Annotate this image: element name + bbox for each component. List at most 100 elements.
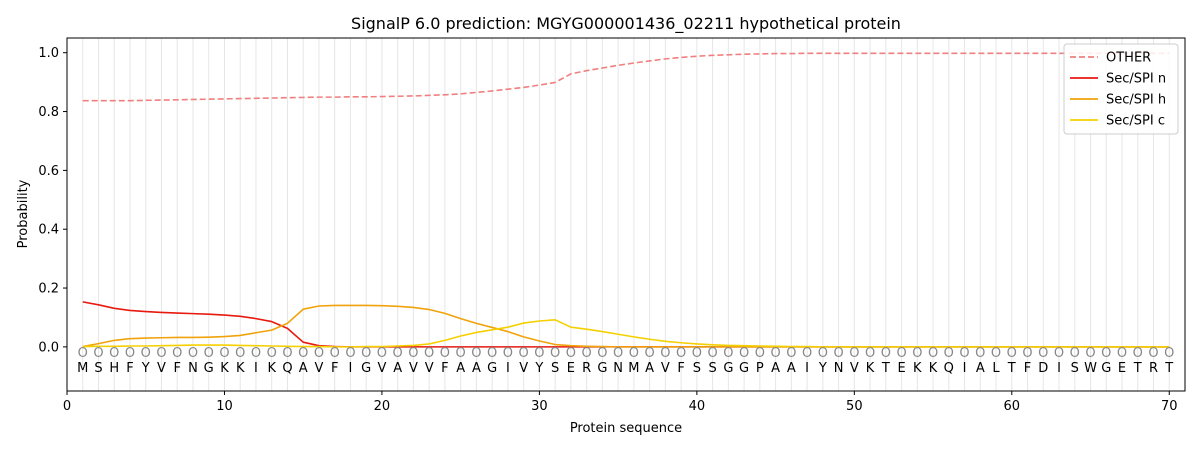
region-label: O xyxy=(597,346,607,361)
region-label: O xyxy=(141,346,151,361)
region-label: O xyxy=(361,346,371,361)
region-label: O xyxy=(865,346,875,361)
residue-label: V xyxy=(850,361,859,376)
region-label: O xyxy=(267,346,277,361)
chart-title: SignalP 6.0 prediction: MGYG000001436_02… xyxy=(351,14,901,34)
residue-label: S xyxy=(1071,361,1079,376)
region-label: O xyxy=(1148,346,1158,361)
residue-label: K xyxy=(220,361,229,376)
region-label: O xyxy=(487,346,497,361)
region-label: O xyxy=(912,346,922,361)
region-label: O xyxy=(109,346,119,361)
region-label: O xyxy=(1133,346,1143,361)
residue-label: K xyxy=(866,361,875,376)
residue-label: F xyxy=(677,361,684,376)
series-line-other xyxy=(82,52,1170,102)
region-label: O xyxy=(944,346,954,361)
residue-label: H xyxy=(109,361,119,376)
x-tick-label: 60 xyxy=(1004,399,1021,414)
region-label: O xyxy=(770,346,780,361)
residue-label: G xyxy=(361,361,371,376)
residue-label: N xyxy=(613,361,623,376)
residue-label: Y xyxy=(818,361,827,376)
residue-label: A xyxy=(472,361,481,376)
region-label: O xyxy=(723,346,733,361)
residue-label: A xyxy=(456,361,465,376)
residue-label: V xyxy=(519,361,528,376)
legend-label: Sec/SPI n xyxy=(1106,72,1166,87)
x-tick-label: 50 xyxy=(846,399,863,414)
region-label: O xyxy=(314,346,324,361)
grid-lines xyxy=(82,38,1170,391)
region-label: O xyxy=(1007,346,1017,361)
residue-label: F xyxy=(441,361,448,376)
residue-label: F xyxy=(1024,361,1031,376)
residue-label: A xyxy=(771,361,780,376)
region-label: O xyxy=(471,346,481,361)
region-label: O xyxy=(928,346,938,361)
x-tick-label: 20 xyxy=(374,399,391,414)
y-tick-label: 0.6 xyxy=(38,164,59,179)
x-tick-label: 10 xyxy=(216,399,233,414)
residue-label: S xyxy=(551,361,559,376)
residue-label: G xyxy=(1101,361,1111,376)
region-label: O xyxy=(991,346,1001,361)
residue-label: N xyxy=(834,361,844,376)
region-label: O xyxy=(1070,346,1080,361)
residue-label: I xyxy=(963,361,967,376)
sequence-labels: OMOSOHOFOYOVOFONOGOKOKOIOKOQOAOVOFOIOGOV… xyxy=(77,346,1174,376)
legend-label: Sec/SPI c xyxy=(1106,114,1165,129)
residue-label: K xyxy=(929,361,938,376)
residue-label: A xyxy=(299,361,308,376)
region-label: O xyxy=(1038,346,1048,361)
region-label: O xyxy=(1164,346,1174,361)
region-label: O xyxy=(896,346,906,361)
region-label: O xyxy=(1022,346,1032,361)
region-label: O xyxy=(204,346,214,361)
region-label: O xyxy=(78,346,88,361)
residue-label: Y xyxy=(141,361,150,376)
residue-label: G xyxy=(204,361,214,376)
residue-label: D xyxy=(1038,361,1048,376)
y-tick-label: 0.4 xyxy=(38,223,59,238)
residue-label: A xyxy=(645,361,654,376)
region-label: O xyxy=(550,346,560,361)
region-label: O xyxy=(849,346,859,361)
residue-label: G xyxy=(739,361,749,376)
residue-label: G xyxy=(487,361,497,376)
region-label: O xyxy=(975,346,985,361)
residue-label: R xyxy=(582,361,591,376)
region-label: O xyxy=(629,346,639,361)
residue-label: F xyxy=(126,361,133,376)
region-label: O xyxy=(818,346,828,361)
series-line-sec-spi-c xyxy=(82,319,1170,348)
region-label: O xyxy=(1085,346,1095,361)
residue-label: G xyxy=(597,361,607,376)
residue-label: I xyxy=(506,361,510,376)
residue-label: G xyxy=(723,361,733,376)
region-label: O xyxy=(833,346,843,361)
region-label: O xyxy=(645,346,655,361)
residue-label: I xyxy=(805,361,809,376)
x-tick-label: 40 xyxy=(689,399,706,414)
series-lines xyxy=(82,52,1170,348)
residue-label: K xyxy=(267,361,276,376)
region-label: O xyxy=(613,346,623,361)
residue-label: S xyxy=(693,361,701,376)
legend-box xyxy=(1063,43,1179,135)
region-label: O xyxy=(1054,346,1064,361)
residue-label: S xyxy=(94,361,102,376)
residue-label: A xyxy=(787,361,796,376)
residue-label: I xyxy=(254,361,258,376)
region-label: O xyxy=(251,346,261,361)
residue-label: F xyxy=(173,361,180,376)
region-label: O xyxy=(440,346,450,361)
region-label: O xyxy=(298,346,308,361)
region-label: O xyxy=(739,346,749,361)
region-label: O xyxy=(219,346,229,361)
region-label: O xyxy=(408,346,418,361)
region-label: O xyxy=(755,346,765,361)
region-label: O xyxy=(456,346,466,361)
